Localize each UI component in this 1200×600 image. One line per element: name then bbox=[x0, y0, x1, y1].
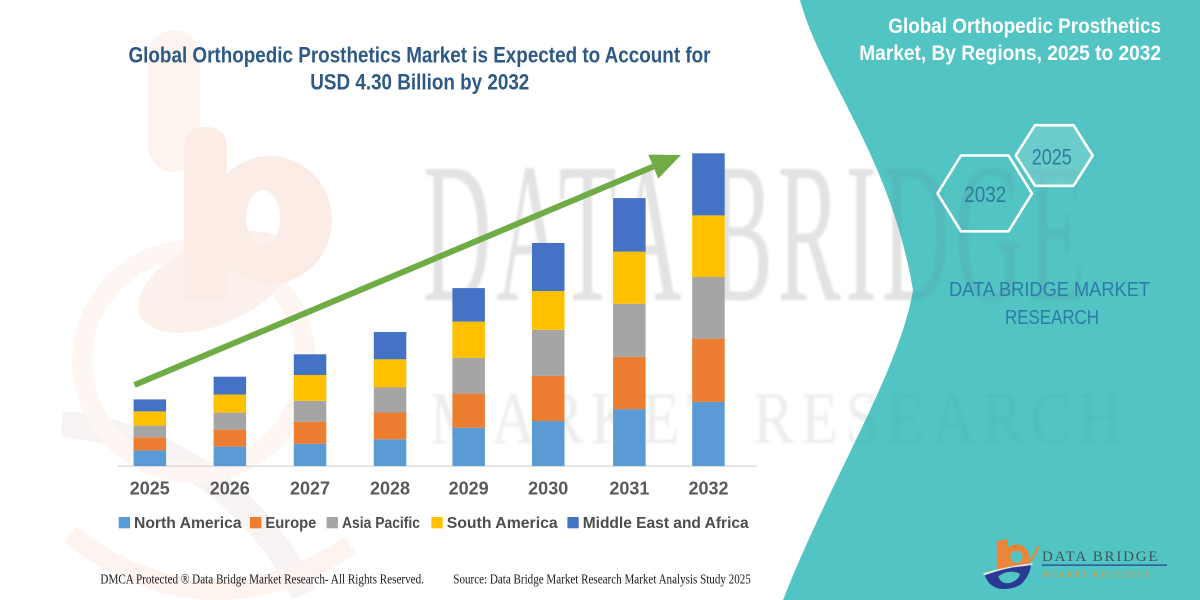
svg-text:Middle East and Africa: Middle East and Africa bbox=[583, 515, 749, 532]
svg-text:2029: 2029 bbox=[449, 479, 489, 499]
svg-text:2030: 2030 bbox=[528, 479, 568, 499]
svg-text:2025: 2025 bbox=[130, 479, 170, 499]
svg-text:DATA BRIDGE MARKET: DATA BRIDGE MARKET bbox=[949, 279, 1150, 301]
svg-text:2032: 2032 bbox=[688, 479, 728, 499]
svg-text:Source: Data Bridge Market Res: Source: Data Bridge Market Research Mark… bbox=[453, 573, 751, 588]
svg-text:Global Orthopedic Prosthetics: Global Orthopedic Prosthetics bbox=[888, 15, 1161, 38]
svg-text:2028: 2028 bbox=[370, 479, 410, 499]
svg-text:2031: 2031 bbox=[609, 479, 649, 499]
svg-text:MARKET RESEARCH: MARKET RESEARCH bbox=[430, 377, 1130, 459]
svg-text:USD 4.30 Billion by 2032: USD 4.30 Billion by 2032 bbox=[310, 70, 529, 95]
svg-text:DMCA Protected ® Data Bridge M: DMCA Protected ® Data Bridge Market Rese… bbox=[100, 573, 424, 588]
svg-text:RESEARCH: RESEARCH bbox=[1005, 307, 1099, 329]
svg-text:2026: 2026 bbox=[210, 479, 250, 499]
svg-text:Europe: Europe bbox=[265, 515, 316, 532]
svg-text:2032: 2032 bbox=[964, 182, 1006, 207]
svg-text:Market, By Regions, 2025 to 20: Market, By Regions, 2025 to 2032 bbox=[859, 42, 1161, 65]
svg-text:South America: South America bbox=[447, 515, 558, 532]
svg-text:2025: 2025 bbox=[1032, 145, 1072, 170]
svg-text:Global Orthopedic Prosthetics: Global Orthopedic Prosthetics Market is … bbox=[129, 43, 711, 68]
svg-text:MARKET RESEARCH: MARKET RESEARCH bbox=[1042, 569, 1153, 579]
svg-text:2027: 2027 bbox=[290, 479, 330, 499]
svg-text:North America: North America bbox=[134, 515, 242, 532]
svg-text:Asia Pacific: Asia Pacific bbox=[342, 515, 420, 532]
svg-text:DATA BRIDGE: DATA BRIDGE bbox=[1042, 549, 1159, 565]
